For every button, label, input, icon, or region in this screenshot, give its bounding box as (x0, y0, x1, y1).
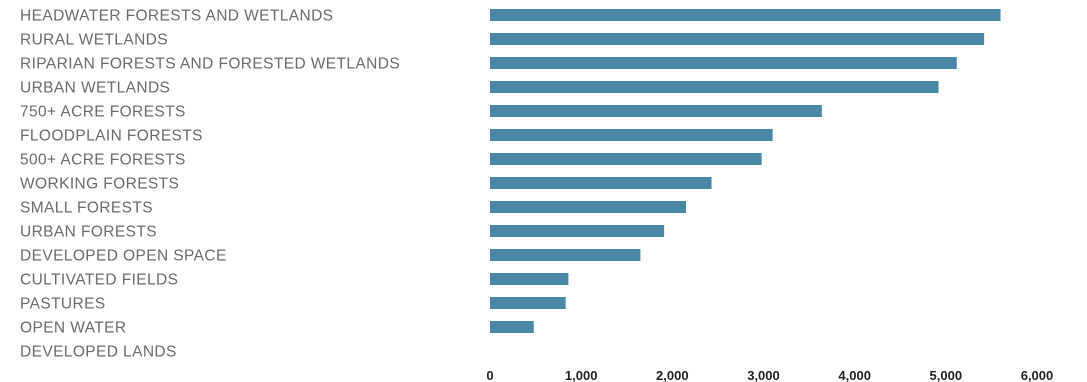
x-axis-ticks: 0 1,000 2,000 3,000 4,000 5,000 6,000 (486, 368, 1053, 382)
category-label: 750+ ACRE FORESTS (20, 104, 186, 121)
category-label: OPEN WATER (20, 320, 126, 337)
bar (490, 225, 665, 237)
category-label: DEVELOPED LANDS (20, 344, 177, 361)
category-label: 500+ ACRE FORESTS (20, 152, 186, 169)
bars (490, 9, 1001, 333)
bar (490, 273, 569, 285)
category-label: HEADWATER FORESTS AND WETLANDS (20, 8, 333, 25)
bar (490, 129, 773, 141)
bar (490, 297, 566, 309)
category-label: FLOODPLAIN FORESTS (20, 128, 203, 145)
x-tick-label: 3,000 (747, 368, 780, 382)
x-tick-label: 4,000 (838, 368, 871, 382)
category-label: URBAN WETLANDS (20, 80, 170, 97)
bar (490, 201, 687, 213)
category-labels: HEADWATER FORESTS AND WETLANDS RURAL WETL… (20, 8, 400, 361)
x-tick-label: 5,000 (930, 368, 963, 382)
category-label: RURAL WETLANDS (20, 32, 168, 49)
x-tick-label: 0 (486, 368, 493, 382)
bar (490, 321, 534, 333)
bar (490, 153, 762, 165)
x-tick-label: 2,000 (656, 368, 689, 382)
category-label: CULTIVATED FIELDS (20, 272, 178, 289)
category-label: SMALL FORESTS (20, 200, 153, 217)
x-tick-label: 1,000 (565, 368, 598, 382)
category-label: DEVELOPED OPEN SPACE (20, 248, 227, 265)
category-label: PASTURES (20, 296, 106, 313)
x-tick-label: 6,000 (1021, 368, 1054, 382)
bar (490, 33, 985, 45)
bar (490, 177, 712, 189)
category-label: RIPARIAN FORESTS AND FORESTED WETLANDS (20, 56, 400, 73)
bar (490, 249, 641, 261)
bar (490, 9, 1001, 21)
bar (490, 81, 939, 93)
bar (490, 57, 957, 69)
category-label: WORKING FORESTS (20, 176, 179, 193)
bar (490, 105, 822, 117)
category-label: URBAN FORESTS (20, 224, 157, 241)
